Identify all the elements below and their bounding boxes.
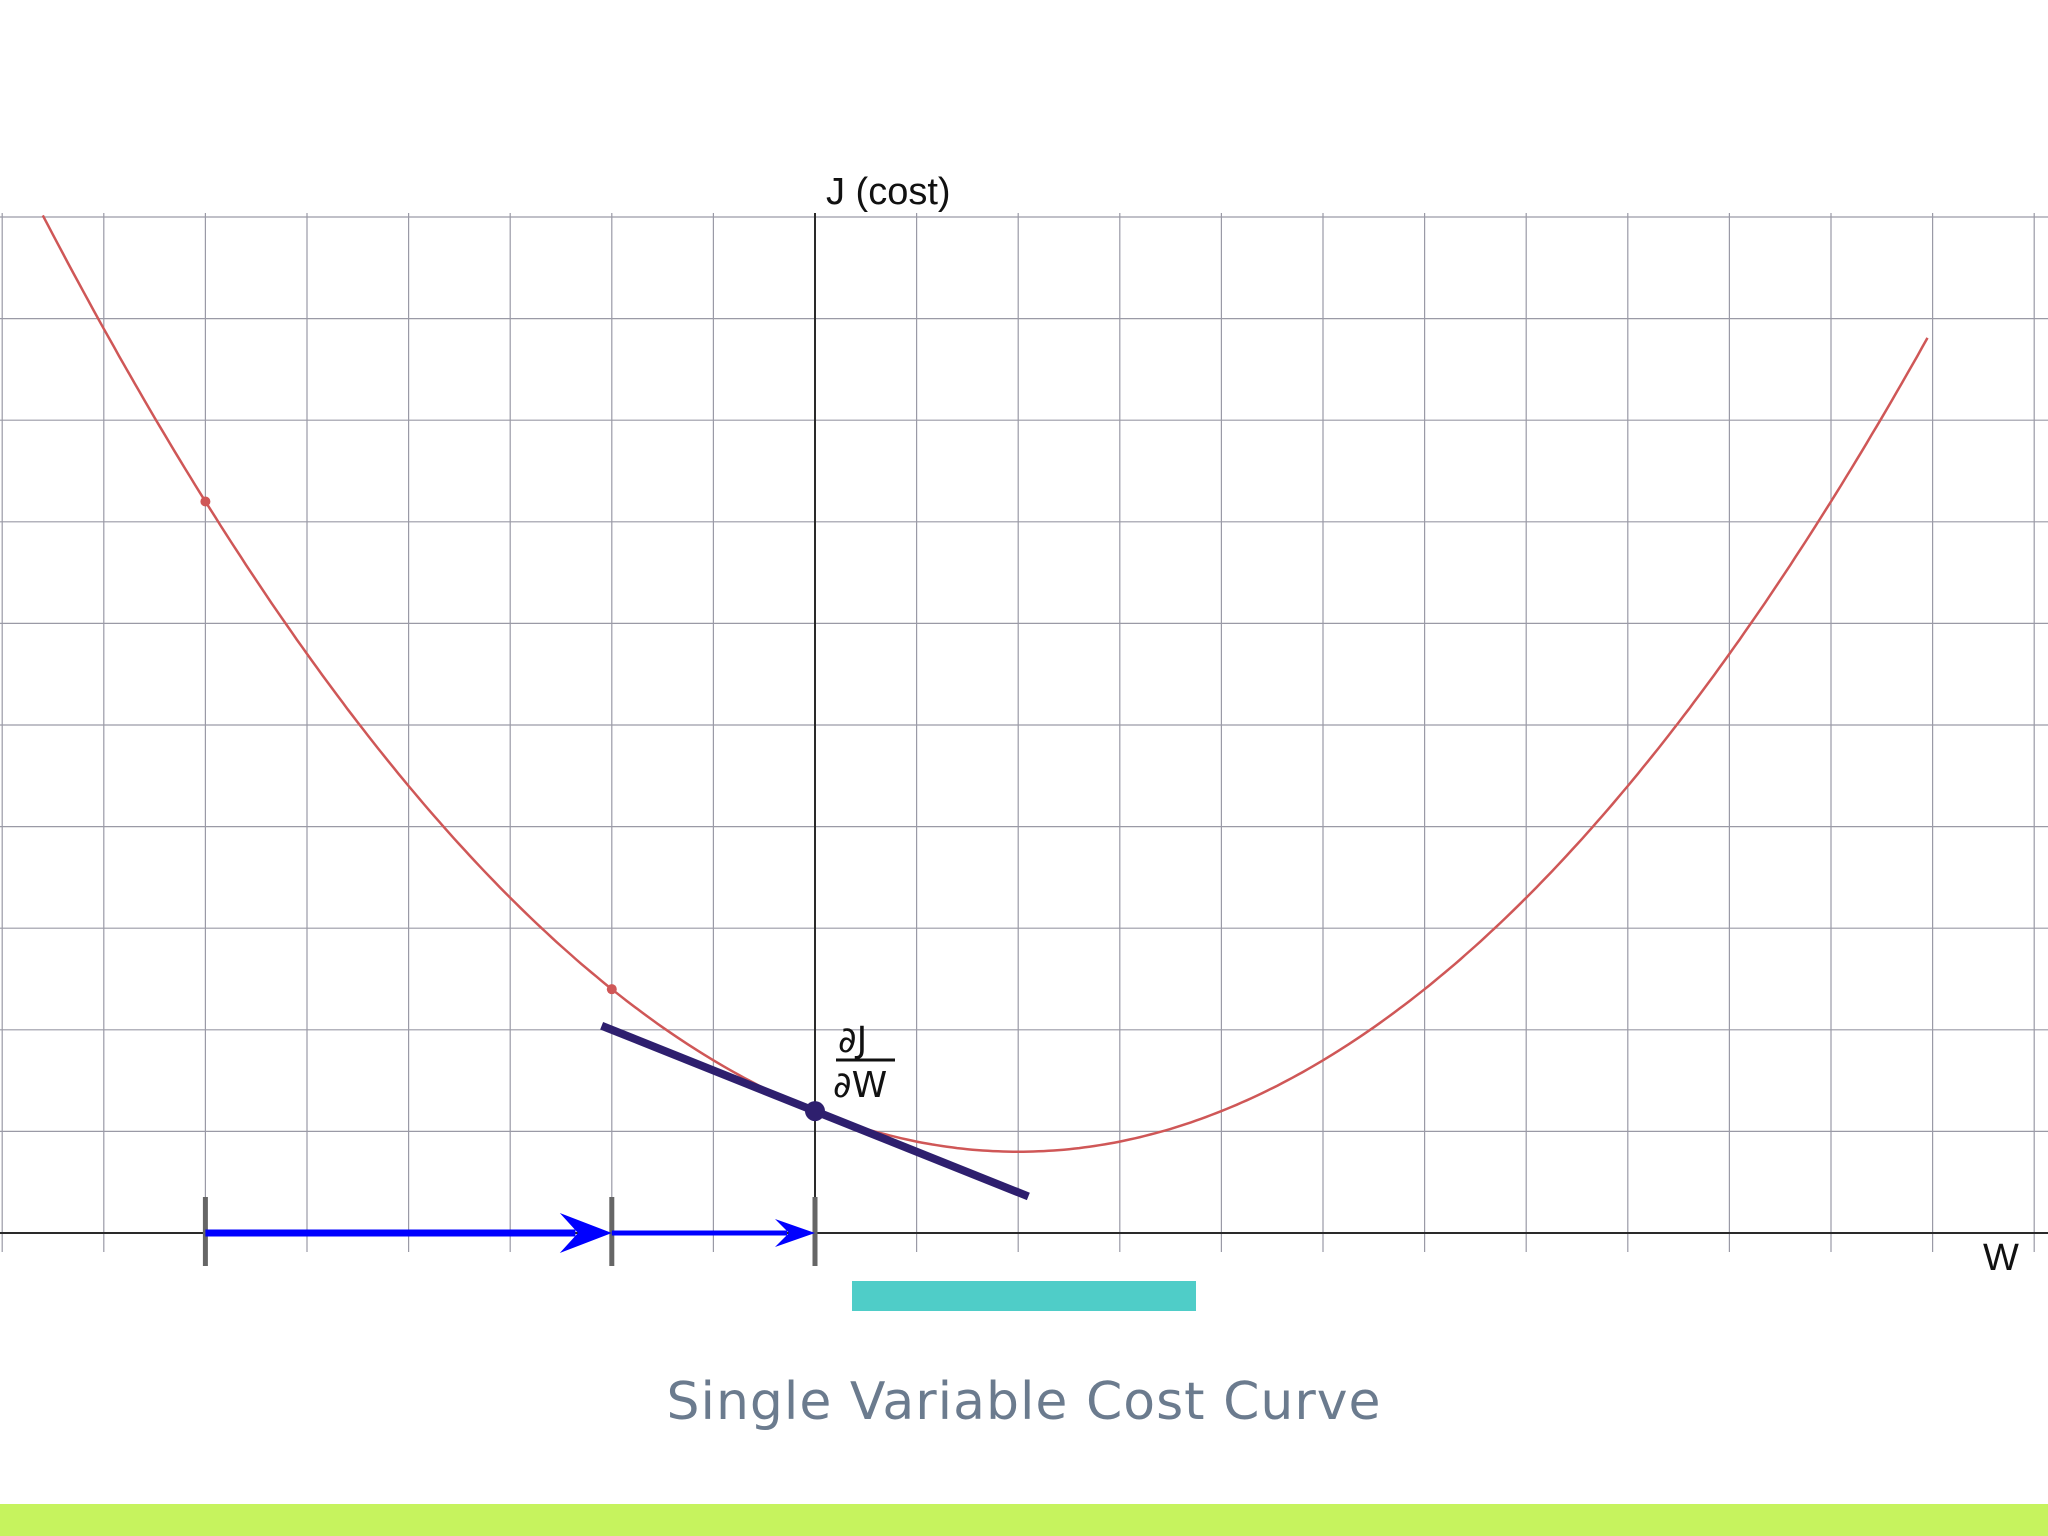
tangent-point: [805, 1101, 825, 1122]
curve-point-second: [606, 984, 617, 995]
curve-point-start: [200, 496, 211, 507]
grid: [0, 213, 2048, 1252]
y-axis-label: J (cost): [826, 171, 951, 213]
footer-bar: [0, 1504, 2048, 1536]
step-arrow-head: [775, 1219, 815, 1247]
cost-curve: [41, 214, 1929, 1153]
step-arrow-head: [559, 1213, 612, 1253]
derivative-label: ∂J ∂W: [833, 1020, 895, 1106]
x-axis-label: W: [1983, 1237, 2019, 1279]
gradient-steps: [202, 1197, 818, 1266]
derivative-denominator: ∂W: [833, 1065, 887, 1106]
derivative-numerator: ∂J: [838, 1020, 867, 1061]
highlight-bar: [852, 1281, 1196, 1311]
diagram-caption: Single Variable Cost Curve: [666, 1372, 1382, 1432]
